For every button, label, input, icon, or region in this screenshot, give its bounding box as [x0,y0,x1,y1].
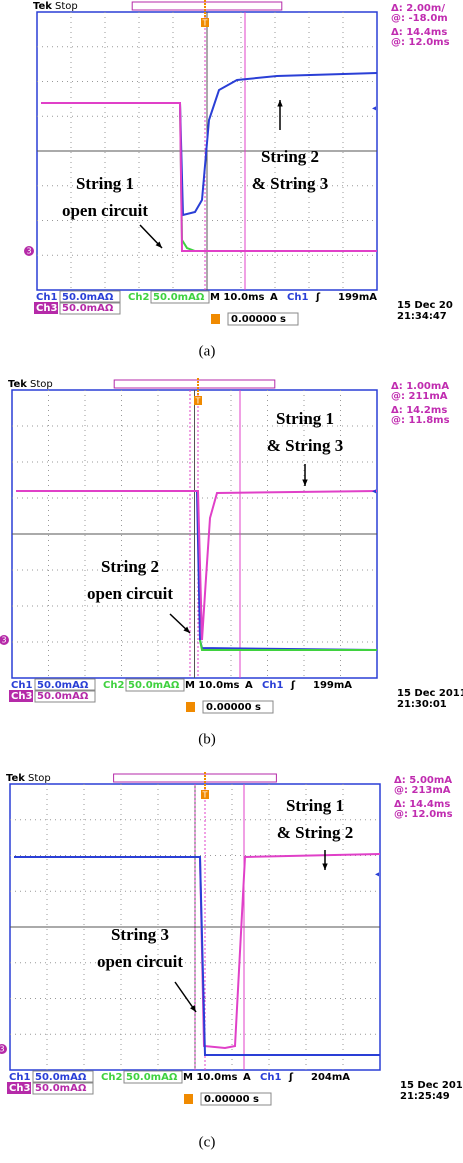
status-text: 21:30:01 [397,699,447,710]
caption: (a) [199,343,216,359]
status-text: M 10.0ms [210,292,265,303]
readout: @: 211mA [391,391,448,402]
annotation: & String 3 [267,436,344,455]
caption: (c) [199,1134,216,1150]
status-text: 199mA [338,292,377,303]
header-status: Stop [30,379,53,390]
status-text: ʃ [315,292,321,303]
status-text: Ch1 [36,292,57,303]
readout: @: 213mA [394,785,451,796]
right-marker: ◂ [372,104,376,113]
status-text: 50.0mAΩ [37,691,89,702]
annotation: String 3 [111,925,169,944]
right-marker: ◂ [375,870,379,879]
status-text: 50.0mAΩ [35,1072,87,1083]
readout: @: 12.0ms [394,809,453,820]
status-text: Ch1 [260,1072,281,1083]
status-text: 0.00000 s [231,314,286,325]
annotation: & String 2 [277,823,354,842]
status-text: 204mA [311,1072,350,1083]
status-text: A [243,1072,251,1083]
status-text: Ch2 [103,680,124,691]
annotation: open circuit [87,584,173,603]
status-text: 15 Dec 20 [397,300,453,311]
header-brand: Tek [6,773,25,784]
status-text: 50.0mAΩ [153,292,205,303]
status-text: 50.0mAΩ [128,680,180,691]
record-bar [114,380,275,388]
status-text: M 10.0ms [185,680,240,691]
annotation: & String 3 [252,174,329,193]
header-status: Stop [55,1,78,12]
annotation: String 2 [101,557,159,576]
status-text: Ch2 [128,292,149,303]
channel-marker: 3 [0,1045,5,1054]
status-text: 50.0mAΩ [62,303,114,314]
trigger-marker: T [195,397,201,406]
readout: @: 12.0ms [391,37,450,48]
trigger-marker: T [202,19,208,28]
annotation: open circuit [62,201,148,220]
status-text: 50.0mAΩ [35,1083,87,1094]
figure: TekStopT3◂Δ: 2.00m/@: -18.0mΔ: 14.4ms@: … [0,0,463,1163]
status-text: 0.00000 s [204,1094,259,1105]
status-text: Ch3 [36,303,57,314]
annotation: String 2 [261,147,319,166]
status-text: M 10.0ms [183,1072,238,1083]
annotation: open circuit [97,952,183,971]
readout: @: 11.8ms [391,415,450,426]
annotation: String 1 [76,174,134,193]
channel-marker: 3 [1,636,6,645]
annotation: String 1 [286,796,344,815]
status-text: ʃ [290,680,296,691]
status-text: 15 Dec 201 [400,1080,463,1091]
header-brand: Tek [8,379,27,390]
status-text: 50.0mAΩ [62,292,114,303]
status-text: Ch1 [287,292,308,303]
trig-icon [186,702,195,712]
status-text: Ch3 [11,691,32,702]
status-text: 50.0mAΩ [126,1072,178,1083]
trig-icon [184,1094,193,1104]
status-text: Ch2 [101,1072,122,1083]
record-bar [132,2,282,10]
status-text: 15 Dec 2011 [397,688,463,699]
trigger-marker: T [202,791,208,800]
status-text: 50.0mAΩ [37,680,89,691]
status-text: ʃ [288,1072,294,1083]
right-marker: ◂ [372,487,376,496]
status-text: A [270,292,278,303]
channel-marker: 3 [26,247,31,256]
status-text: 21:34:47 [397,311,447,322]
status-text: Ch1 [11,680,32,691]
annotation: String 1 [276,409,334,428]
header-brand: Tek [33,1,52,12]
header-status: Stop [28,773,51,784]
status-text: 0.00000 s [206,702,261,713]
record-bar [114,774,277,782]
status-text: 199mA [313,680,352,691]
caption: (b) [198,731,216,747]
status-text: Ch1 [262,680,283,691]
status-text: 21:25:49 [400,1091,450,1102]
status-text: A [245,680,253,691]
trig-icon [211,314,220,324]
readout: @: -18.0m [391,13,448,24]
status-text: Ch1 [9,1072,30,1083]
status-text: Ch3 [9,1083,30,1094]
